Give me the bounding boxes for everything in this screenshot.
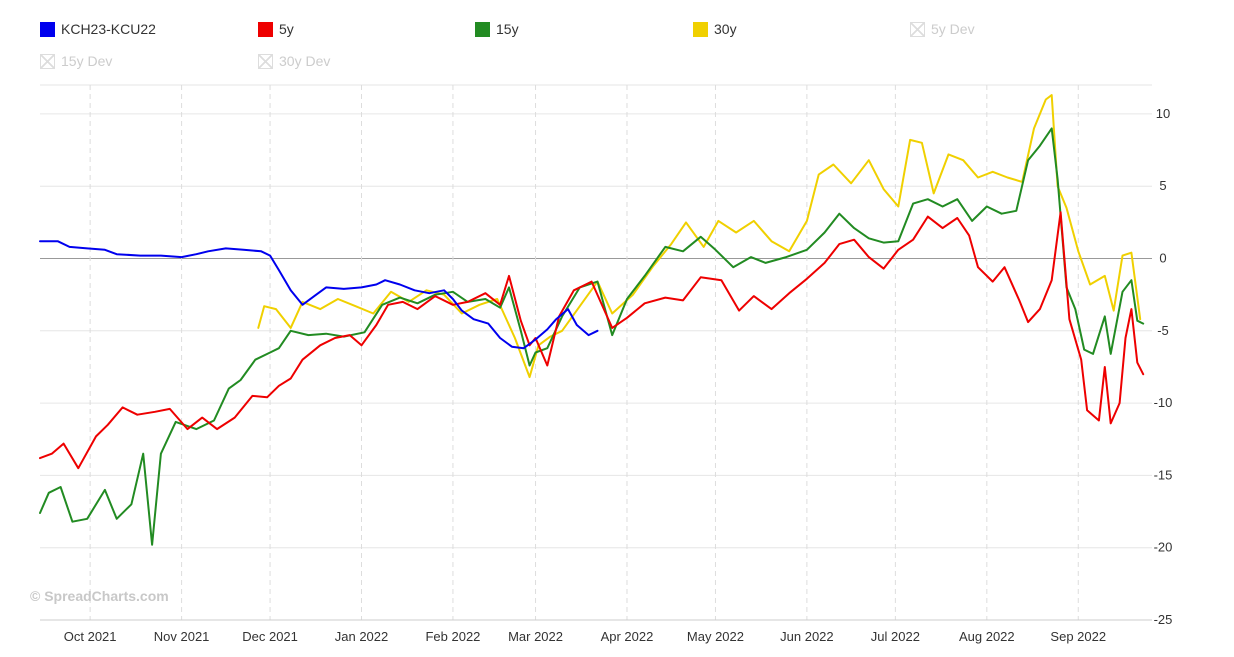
legend-label-15y: 15y	[496, 21, 519, 37]
series-line-15y	[39, 127, 1145, 546]
x-tick-label: Nov 2021	[154, 629, 210, 644]
watermark: © SpreadCharts.com	[30, 588, 169, 604]
x-tick-label: Aug 2022	[959, 629, 1015, 644]
legend-label-5y: 5y	[279, 21, 294, 37]
legend-swatch-5y	[258, 21, 273, 37]
legend-swatch-30y	[693, 21, 708, 37]
legend-label-5y-dev: 5y Dev	[931, 21, 975, 37]
legend-label-30y-dev: 30y Dev	[279, 53, 331, 69]
legend-swatch-15y-dev	[40, 53, 55, 69]
x-tick-label: Apr 2022	[601, 629, 654, 644]
y-tick-label: 5	[1159, 178, 1166, 193]
legend-item-15y-dev[interactable]: 15y Dev	[40, 53, 112, 69]
x-tick-label: Feb 2022	[425, 629, 480, 644]
x-tick-label: Mar 2022	[508, 629, 563, 644]
legend-label-30y: 30y	[714, 21, 737, 37]
y-tick-label: -15	[1154, 467, 1173, 482]
series-line-30y	[257, 94, 1142, 379]
series-line-5y	[39, 211, 1145, 470]
x-tick-label: May 2022	[687, 629, 744, 644]
legend-swatch-5y-dev	[910, 21, 925, 37]
legend-item-30y-dev[interactable]: 30y Dev	[258, 53, 330, 69]
legend-swatch-30y-dev	[258, 53, 273, 69]
grid-layer	[40, 84, 1152, 621]
y-tick-label: -10	[1154, 395, 1173, 410]
series-layer	[39, 94, 1145, 546]
x-tick-label: Dec 2021	[242, 629, 298, 644]
y-tick-label: 0	[1159, 251, 1166, 266]
legend-item-kch23-kcu22[interactable]: KCH23-KCU22	[40, 21, 156, 37]
y-tick-label: -20	[1154, 540, 1173, 555]
y-tick-label: -5	[1157, 323, 1169, 338]
legend-swatch-15y	[475, 21, 490, 37]
series-line-kch23-kcu22	[39, 240, 599, 350]
x-tick-label: Jul 2022	[871, 629, 920, 644]
x-tick-label: Sep 2022	[1050, 629, 1106, 644]
y-tick-label: -25	[1154, 612, 1173, 627]
x-tick-label: Oct 2021	[64, 629, 117, 644]
chart-legend: KCH23-KCU22 5y 15y 30y 5y Dev 15y Dev 30…	[0, 0, 1234, 80]
x-tick-label: Jan 2022	[335, 629, 389, 644]
legend-label-15y-dev: 15y Dev	[61, 53, 113, 69]
legend-swatch-kch23-kcu22	[40, 21, 55, 37]
legend-item-5y[interactable]: 5y	[258, 21, 294, 37]
x-tick-label: Jun 2022	[780, 629, 834, 644]
axis-layer: 10 5 0 -5 -10 -15 -20 -25 Oct 2021 Nov 2021 Dec 20…	[64, 106, 1173, 644]
legend-item-15y[interactable]: 15y	[475, 21, 519, 37]
legend-item-5y-dev[interactable]: 5y Dev	[910, 21, 975, 37]
legend-item-30y[interactable]: 30y	[693, 21, 737, 37]
y-tick-label: 10	[1156, 106, 1170, 121]
legend-label-kch23-kcu22: KCH23-KCU22	[61, 21, 156, 37]
